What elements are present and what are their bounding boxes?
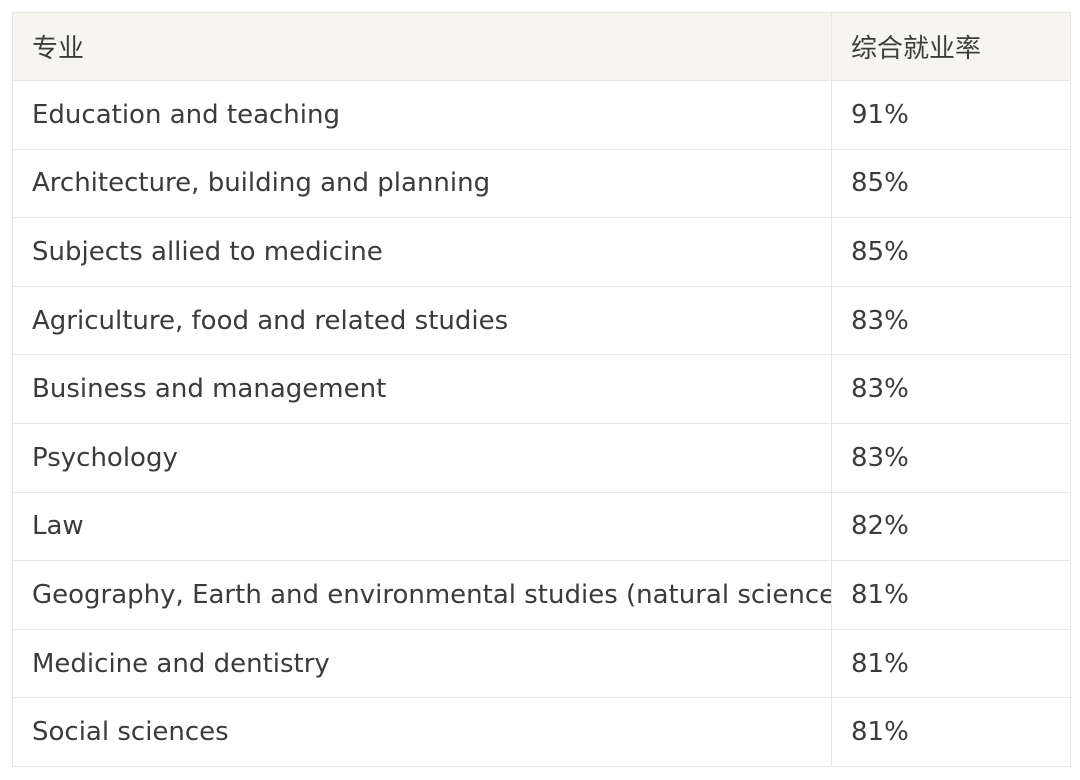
table-row: Business and management 83%: [12, 354, 1071, 424]
major-cell: Social sciences: [12, 697, 832, 767]
table-row: Psychology 83%: [12, 422, 1071, 493]
major-cell: Business and management: [12, 354, 832, 424]
major-cell: Law: [12, 491, 832, 562]
table-row: Architecture, building and planning 85%: [12, 148, 1071, 219]
table-row: Medicine and dentistry 81%: [12, 628, 1071, 699]
rate-cell: 81%: [831, 628, 1071, 699]
header-major: 专业: [12, 12, 832, 81]
table-row: Agriculture, food and related studies 83…: [12, 285, 1071, 356]
table-row: Geography, Earth and environmental studi…: [12, 560, 1071, 630]
table-header-row: 专业 综合就业率: [12, 12, 1071, 81]
major-cell: Subjects allied to medicine: [12, 217, 832, 287]
major-cell: Medicine and dentistry: [12, 628, 832, 699]
table-row: Law 82%: [12, 491, 1071, 562]
rate-cell: 85%: [831, 217, 1071, 287]
major-cell: Geography, Earth and environmental studi…: [12, 560, 832, 630]
major-cell: Education and teaching: [12, 80, 832, 150]
rate-cell: 81%: [831, 697, 1071, 767]
employment-rate-table-container: 专业 综合就业率 Education and teaching 91% Arch…: [12, 12, 1071, 767]
rate-cell: 83%: [831, 285, 1071, 356]
major-cell: Agriculture, food and related studies: [12, 285, 832, 356]
table-row: Subjects allied to medicine 85%: [12, 217, 1071, 287]
header-employment-rate: 综合就业率: [831, 12, 1071, 81]
major-cell: Architecture, building and planning: [12, 148, 832, 219]
employment-rate-table: 专业 综合就业率 Education and teaching 91% Arch…: [12, 12, 1071, 767]
rate-cell: 82%: [831, 491, 1071, 562]
table-row: Social sciences 81%: [12, 697, 1071, 767]
rate-cell: 83%: [831, 422, 1071, 493]
major-cell: Psychology: [12, 422, 832, 493]
rate-cell: 91%: [831, 80, 1071, 150]
rate-cell: 85%: [831, 148, 1071, 219]
rate-cell: 81%: [831, 560, 1071, 630]
table-row: Education and teaching 91%: [12, 80, 1071, 150]
rate-cell: 83%: [831, 354, 1071, 424]
